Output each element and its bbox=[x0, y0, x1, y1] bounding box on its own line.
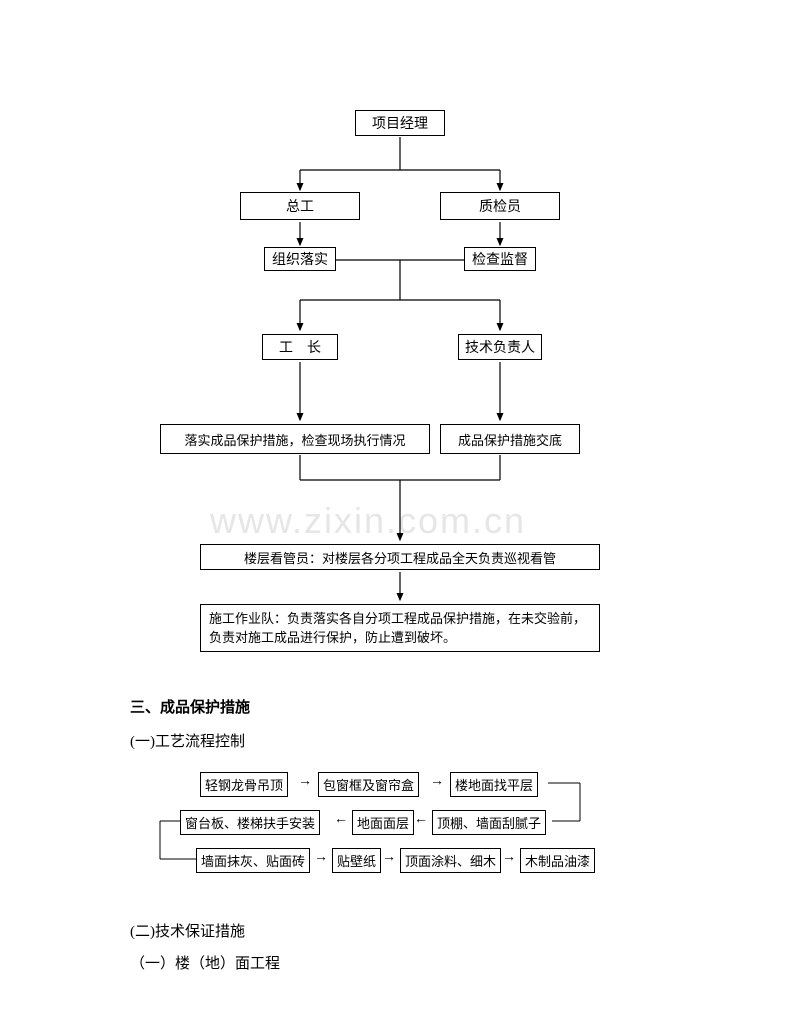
heading-sub-1: (一)工艺流程控制 bbox=[130, 730, 245, 751]
node-organize: 组织落实 bbox=[264, 247, 336, 271]
arrow-icon: ← bbox=[334, 812, 348, 828]
heading-section-3: 三、成品保护措施 bbox=[130, 696, 250, 717]
flow-r3d: 木制品油漆 bbox=[520, 848, 595, 873]
flow-r2b: 地面面层 bbox=[352, 810, 414, 835]
node-implement-measures: 落实成品保护措施，检查现场执行情况 bbox=[160, 424, 430, 454]
arrow-icon: → bbox=[502, 850, 516, 866]
flow-r3a: 墙面抹灰、贴面砖 bbox=[196, 848, 310, 873]
arrow-icon: → bbox=[314, 850, 328, 866]
flow-r1b: 包窗框及窗帘盒 bbox=[318, 772, 419, 797]
node-tech-lead: 技术负责人 bbox=[458, 334, 542, 360]
node-chief-engineer: 总工 bbox=[240, 192, 360, 220]
node-project-manager: 项目经理 bbox=[355, 110, 445, 136]
arrow-icon: → bbox=[430, 774, 444, 790]
flow-r2a: 窗台板、楼梯扶手安装 bbox=[180, 810, 320, 835]
heading-sub-2: (二)技术保证措施 bbox=[130, 920, 245, 941]
node-foreman: 工 长 bbox=[262, 334, 338, 360]
arrow-icon: → bbox=[298, 774, 312, 790]
org-chart-lines bbox=[0, 0, 800, 700]
page: www.zixin.com.cn bbox=[0, 0, 800, 1036]
node-floor-guard: 楼层看管员：对楼层各分项工程成品全天负责巡视看管 bbox=[200, 544, 600, 570]
node-measures-briefing: 成品保护措施交底 bbox=[440, 424, 580, 454]
node-construction-team: 施工作业队：负责落实各自分项工程成品保护措施，在未交验前，负责对施工成品进行保护… bbox=[200, 604, 600, 652]
arrow-icon: ← bbox=[414, 812, 428, 828]
node-inspect: 检查监督 bbox=[464, 247, 536, 271]
flow-r1a: 轻钢龙骨吊顶 bbox=[200, 772, 288, 797]
heading-sub-2-1: （一）楼（地）面工程 bbox=[130, 952, 280, 973]
flow-r1c: 楼地面找平层 bbox=[450, 772, 538, 797]
flow-r3b: 贴壁纸 bbox=[332, 848, 381, 873]
flow-r2c: 顶棚、墙面刮腻子 bbox=[432, 810, 546, 835]
node-qc-inspector: 质检员 bbox=[440, 192, 560, 220]
flow-r3c: 顶面涂料、细木 bbox=[400, 848, 501, 873]
arrow-icon: → bbox=[382, 850, 396, 866]
